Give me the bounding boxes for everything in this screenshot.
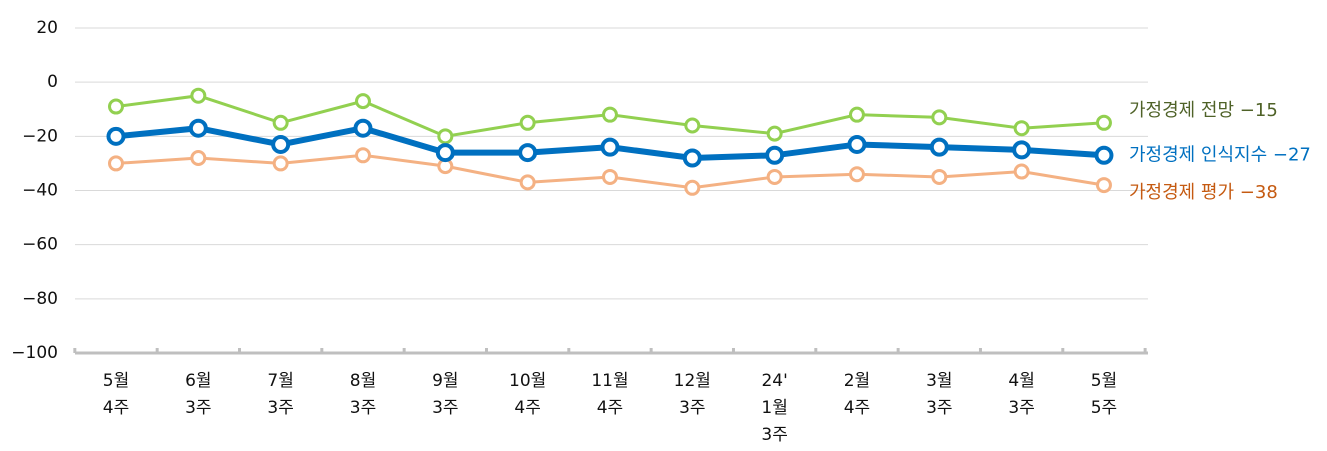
value-label: −15 bbox=[1240, 100, 1278, 121]
point bbox=[847, 134, 867, 154]
x-tick-label: 3주 bbox=[267, 398, 293, 418]
point bbox=[272, 155, 289, 172]
series-label: 가정경제 전망 −15 bbox=[1129, 100, 1278, 121]
point bbox=[684, 117, 701, 134]
point bbox=[188, 118, 208, 138]
x-tick-label: 3주 bbox=[185, 398, 211, 418]
x-tick-label: 4주 bbox=[103, 398, 129, 418]
x-tick-label: 4주 bbox=[514, 398, 540, 418]
point bbox=[766, 125, 783, 142]
point bbox=[1095, 177, 1112, 194]
point bbox=[682, 148, 702, 168]
x-tick-label: 3월 bbox=[926, 371, 952, 391]
y-tick-label: −20 bbox=[22, 126, 58, 146]
point bbox=[106, 126, 126, 146]
point bbox=[271, 134, 291, 154]
point bbox=[929, 137, 949, 157]
point bbox=[1095, 114, 1112, 131]
series-label: 가정경제 평가 −38 bbox=[1129, 182, 1278, 203]
x-tick-label: 1월 bbox=[761, 398, 787, 418]
point bbox=[1013, 163, 1030, 180]
point bbox=[108, 98, 124, 115]
y-tick-label: −40 bbox=[22, 181, 58, 201]
x-tick-label: 3주 bbox=[432, 398, 458, 418]
point bbox=[1013, 120, 1030, 137]
series-name: 가정경제 인식지수 bbox=[1129, 144, 1267, 165]
point bbox=[354, 147, 371, 164]
point bbox=[272, 114, 289, 131]
point bbox=[519, 114, 536, 131]
x-tick-label: 5월 bbox=[103, 371, 129, 391]
x-tick-label: 4주 bbox=[844, 398, 870, 418]
y-tick-label: 0 bbox=[47, 72, 58, 92]
x-tick-label: 7월 bbox=[267, 371, 293, 391]
point bbox=[601, 106, 618, 123]
point bbox=[765, 145, 785, 165]
point bbox=[766, 168, 783, 185]
x-tick-label: 3주 bbox=[926, 398, 952, 418]
point bbox=[519, 174, 536, 191]
point bbox=[1012, 140, 1032, 160]
x-tick-label: 2월 bbox=[844, 371, 870, 391]
series-name: 가정경제 전망 bbox=[1129, 100, 1234, 121]
point bbox=[848, 106, 865, 123]
point bbox=[437, 128, 454, 145]
value-label: −38 bbox=[1240, 182, 1278, 203]
y-tick-label: −80 bbox=[22, 289, 58, 309]
x-tick-label: 10월 bbox=[509, 371, 546, 391]
x-tick-label: 24' bbox=[761, 371, 787, 391]
point bbox=[684, 179, 701, 196]
x-tick-label: 9월 bbox=[432, 371, 458, 391]
x-tick-label: 5월 bbox=[1091, 371, 1117, 391]
point bbox=[353, 118, 373, 138]
x-tick-label: 8월 bbox=[350, 371, 376, 391]
x-tick-label: 3주 bbox=[679, 398, 705, 418]
point bbox=[354, 93, 371, 110]
point bbox=[1094, 145, 1114, 165]
x-tick-label: 3주 bbox=[761, 425, 787, 445]
point bbox=[601, 168, 618, 185]
y-tick-label: −60 bbox=[22, 235, 58, 255]
point bbox=[600, 137, 620, 157]
point bbox=[848, 166, 865, 183]
x-tick-label: 4월 bbox=[1008, 371, 1034, 391]
x-tick-label: 11월 bbox=[591, 371, 628, 391]
x-tick-label: 12월 bbox=[674, 371, 711, 391]
point bbox=[190, 87, 207, 104]
point bbox=[518, 143, 538, 163]
x-tick-label: 3주 bbox=[350, 398, 376, 418]
x-tick-label: 4주 bbox=[597, 398, 623, 418]
x-tick-label: 6월 bbox=[185, 371, 211, 391]
point bbox=[931, 168, 948, 185]
x-tick-label: 3주 bbox=[1008, 398, 1034, 418]
point bbox=[435, 143, 455, 163]
y-tick-label: −100 bbox=[11, 343, 58, 363]
value-label: −27 bbox=[1273, 144, 1311, 165]
point bbox=[190, 150, 207, 166]
point bbox=[931, 109, 948, 126]
series-name: 가정경제 평가 bbox=[1129, 182, 1234, 203]
point bbox=[108, 155, 124, 172]
y-tick-label: 20 bbox=[36, 18, 58, 38]
x-tick-label: 5주 bbox=[1091, 398, 1117, 418]
series-label: 가정경제 인식지수 −27 bbox=[1129, 144, 1311, 165]
